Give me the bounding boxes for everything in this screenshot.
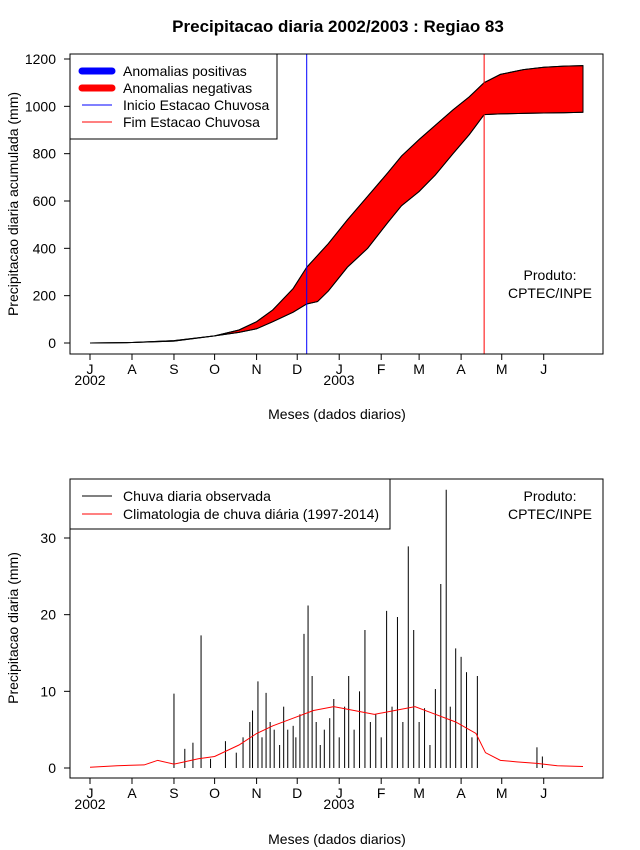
chart2-year-2003: 2003 [323,796,354,812]
chart1-xtick-label: M [413,361,425,377]
chart2-ytick-label: 10 [40,683,56,699]
chart1-ytick-label: 1000 [25,98,56,114]
chart1-xtick-label: J [540,361,547,377]
chart2-xtick-label: F [377,785,386,801]
chart1-ytick-label: 1200 [25,51,56,67]
chart1-xtick-label: S [169,361,178,377]
chart1-y-axis: 0 200 400 600 800 1000 1200 [25,51,70,351]
chart2-xtick-label: A [127,785,137,801]
chart1-ytick-label: 200 [33,288,57,304]
chart2-annotation-cptec: CPTEC/INPE [508,506,592,522]
chart1-xtick-label: N [252,361,262,377]
chart1-xtick-label: O [209,361,220,377]
chart2-xtick-label: D [292,785,302,801]
legend-label-climatology: Climatologia de chuva diária (1997-2014) [123,506,379,522]
chart1-year-2003: 2003 [323,372,354,388]
chart1-xlabel: Meses (dados diarios) [268,406,406,422]
chart2-xtick-label: J [336,785,343,801]
chart1-frame [69,53,604,355]
chart2-xtick-label: M [413,785,425,801]
chart2-ytick-label: 30 [40,530,56,546]
chart2-xtick-label: S [169,785,178,801]
climatology-cumulative-line [89,65,584,344]
legend-label-positive: Anomalias positivas [123,63,247,79]
chart1-ytick-label: 800 [33,146,57,162]
chart1-xtick-label: M [496,361,508,377]
chart2-ytick-label: 0 [48,760,56,776]
legend-label-start: Inicio Estacao Chuvosa [123,97,270,113]
chart1-annotation-cptec: CPTEC/INPE [508,285,592,301]
chart1-xtick-label: A [456,361,466,377]
chart1-ylabel: Precipitacao diaria acumulada (mm) [5,92,21,316]
chart2-plot-area [89,489,584,768]
legend-label-end: Fim Estacao Chuvosa [123,114,260,130]
chart2-annotation-produto: Produto: [524,488,577,504]
chart1-xtick-label: D [292,361,302,377]
chart2-xtick-label: A [456,785,466,801]
chart2-xtick-label: N [252,785,262,801]
chart1-xtick-label: J [87,361,94,377]
chart1-xtick-label: F [377,361,386,377]
chart1-xtick-label: J [336,361,343,377]
chart2-xlabel: Meses (dados diarios) [268,831,406,847]
chart2-legend-box [69,478,391,530]
observed-cumulative-line [89,111,584,344]
chart2-ylabel: Precipitacao diaria (mm) [5,552,21,704]
chart2-xtick-label: M [496,785,508,801]
legend-label-observed: Chuva diaria observada [123,488,271,504]
chart2-xtick-label: O [209,785,220,801]
chart1-ytick-label: 600 [33,193,57,209]
chart1-annotation-produto: Produto: [524,267,577,283]
chart1-plot-area [89,54,584,354]
chart1-ytick-label: 0 [48,335,56,351]
chart1-legend: Anomalias positivas Anomalias negativas … [69,53,278,140]
chart2-y-axis: 0 10 20 30 [40,530,70,776]
chart1-xtick-label: A [127,361,137,377]
chart2-year-2002: 2002 [74,796,105,812]
chart1-year-2002: 2002 [74,372,105,388]
climatology-daily-line [89,706,584,768]
legend-label-negative: Anomalias negativas [123,80,252,96]
chart2-xtick-label: J [87,785,94,801]
chart2-legend: Chuva diaria observada Climatologia de c… [69,478,391,530]
chart1-ytick-label: 400 [33,240,57,256]
chart2-xtick-label: J [540,785,547,801]
chart2-ytick-label: 20 [40,607,56,623]
chart1-title: Precipitacao diaria 2002/2003 : Regiao 8… [172,17,504,36]
